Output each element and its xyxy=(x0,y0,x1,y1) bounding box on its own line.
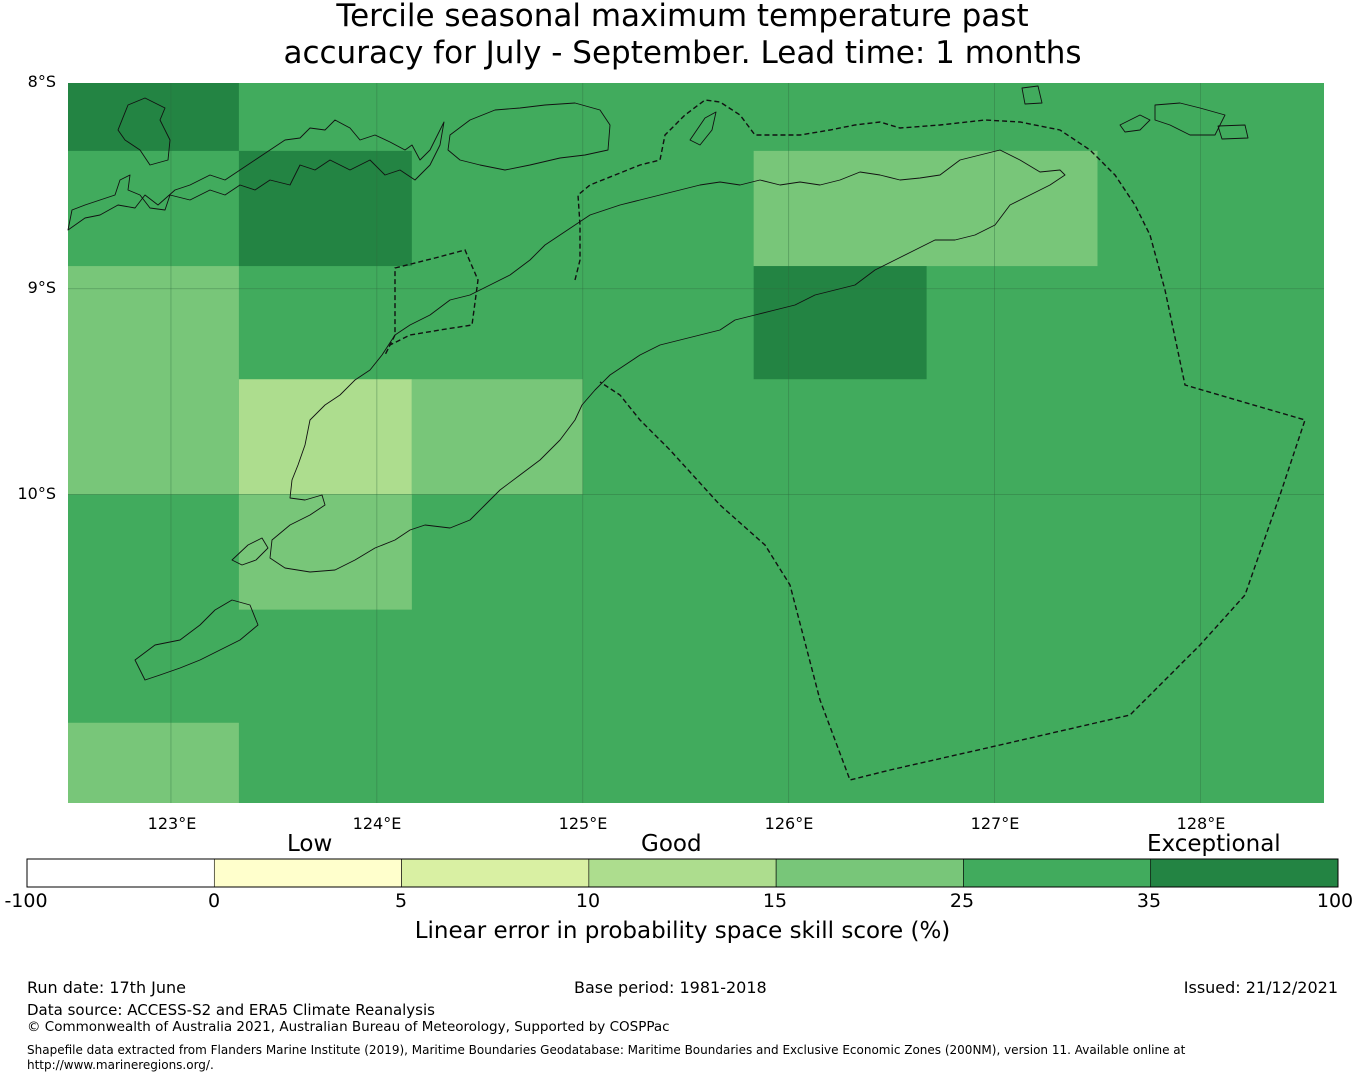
skill-cell xyxy=(239,494,412,609)
base-period: Base period: 1981-2018 xyxy=(574,978,767,997)
colorbar-segment xyxy=(1151,859,1338,887)
lon-label-123e: 123°E xyxy=(132,814,212,833)
skill-cell xyxy=(239,379,412,494)
skill-grid-cells xyxy=(68,83,1324,803)
colorbar-tick: 100 xyxy=(1305,890,1365,912)
skill-cell xyxy=(68,723,239,803)
skill-cell xyxy=(754,151,1098,266)
colorbar-segment xyxy=(776,859,963,887)
skill-cell xyxy=(412,379,583,494)
lat-label-10s: 10°S xyxy=(0,484,56,503)
colorbar-segment xyxy=(589,859,776,887)
category-good: Good xyxy=(641,831,702,857)
shapefile-credit-line-2: http://www.marineregions.org/. xyxy=(27,1058,214,1072)
colorbar-tick: 25 xyxy=(932,890,992,912)
colorbar-tick: 15 xyxy=(745,890,805,912)
shapefile-credit-line-1: Shapefile data extracted from Flanders M… xyxy=(27,1043,1185,1057)
lon-label-125e: 125°E xyxy=(543,814,623,833)
lon-label-127e: 127°E xyxy=(955,814,1035,833)
colorbar-tick: -100 xyxy=(0,890,56,912)
colorbar-segment xyxy=(214,859,401,887)
data-source: Data source: ACCESS-S2 and ERA5 Climate … xyxy=(27,1001,435,1019)
skill-cell xyxy=(68,83,239,151)
lon-label-126e: 126°E xyxy=(749,814,829,833)
lat-label-9s: 9°S xyxy=(0,278,56,297)
skill-cell xyxy=(239,151,412,266)
colorbar-label: Linear error in probability space skill … xyxy=(0,918,1365,944)
category-low: Low xyxy=(287,831,332,857)
colorbar-tick: 0 xyxy=(184,890,244,912)
category-exceptional: Exceptional xyxy=(1147,831,1281,857)
colorbar-segment xyxy=(963,859,1150,887)
run-date: Run date: 17th June xyxy=(27,978,186,997)
colorbar-tick: 5 xyxy=(371,890,431,912)
skill-cell xyxy=(68,266,239,494)
colorbar-tick: 10 xyxy=(558,890,618,912)
lon-label-124e: 124°E xyxy=(337,814,417,833)
colorbar-segment xyxy=(27,859,214,887)
colorbar-segment xyxy=(402,859,589,887)
skill-cell xyxy=(754,266,927,379)
lat-label-8s: 8°S xyxy=(0,72,56,91)
colorbar xyxy=(27,859,1338,887)
copyright: © Commonwealth of Australia 2021, Austra… xyxy=(27,1019,670,1035)
issued-date: Issued: 21/12/2021 xyxy=(1184,978,1338,997)
colorbar-tick: 35 xyxy=(1119,890,1179,912)
